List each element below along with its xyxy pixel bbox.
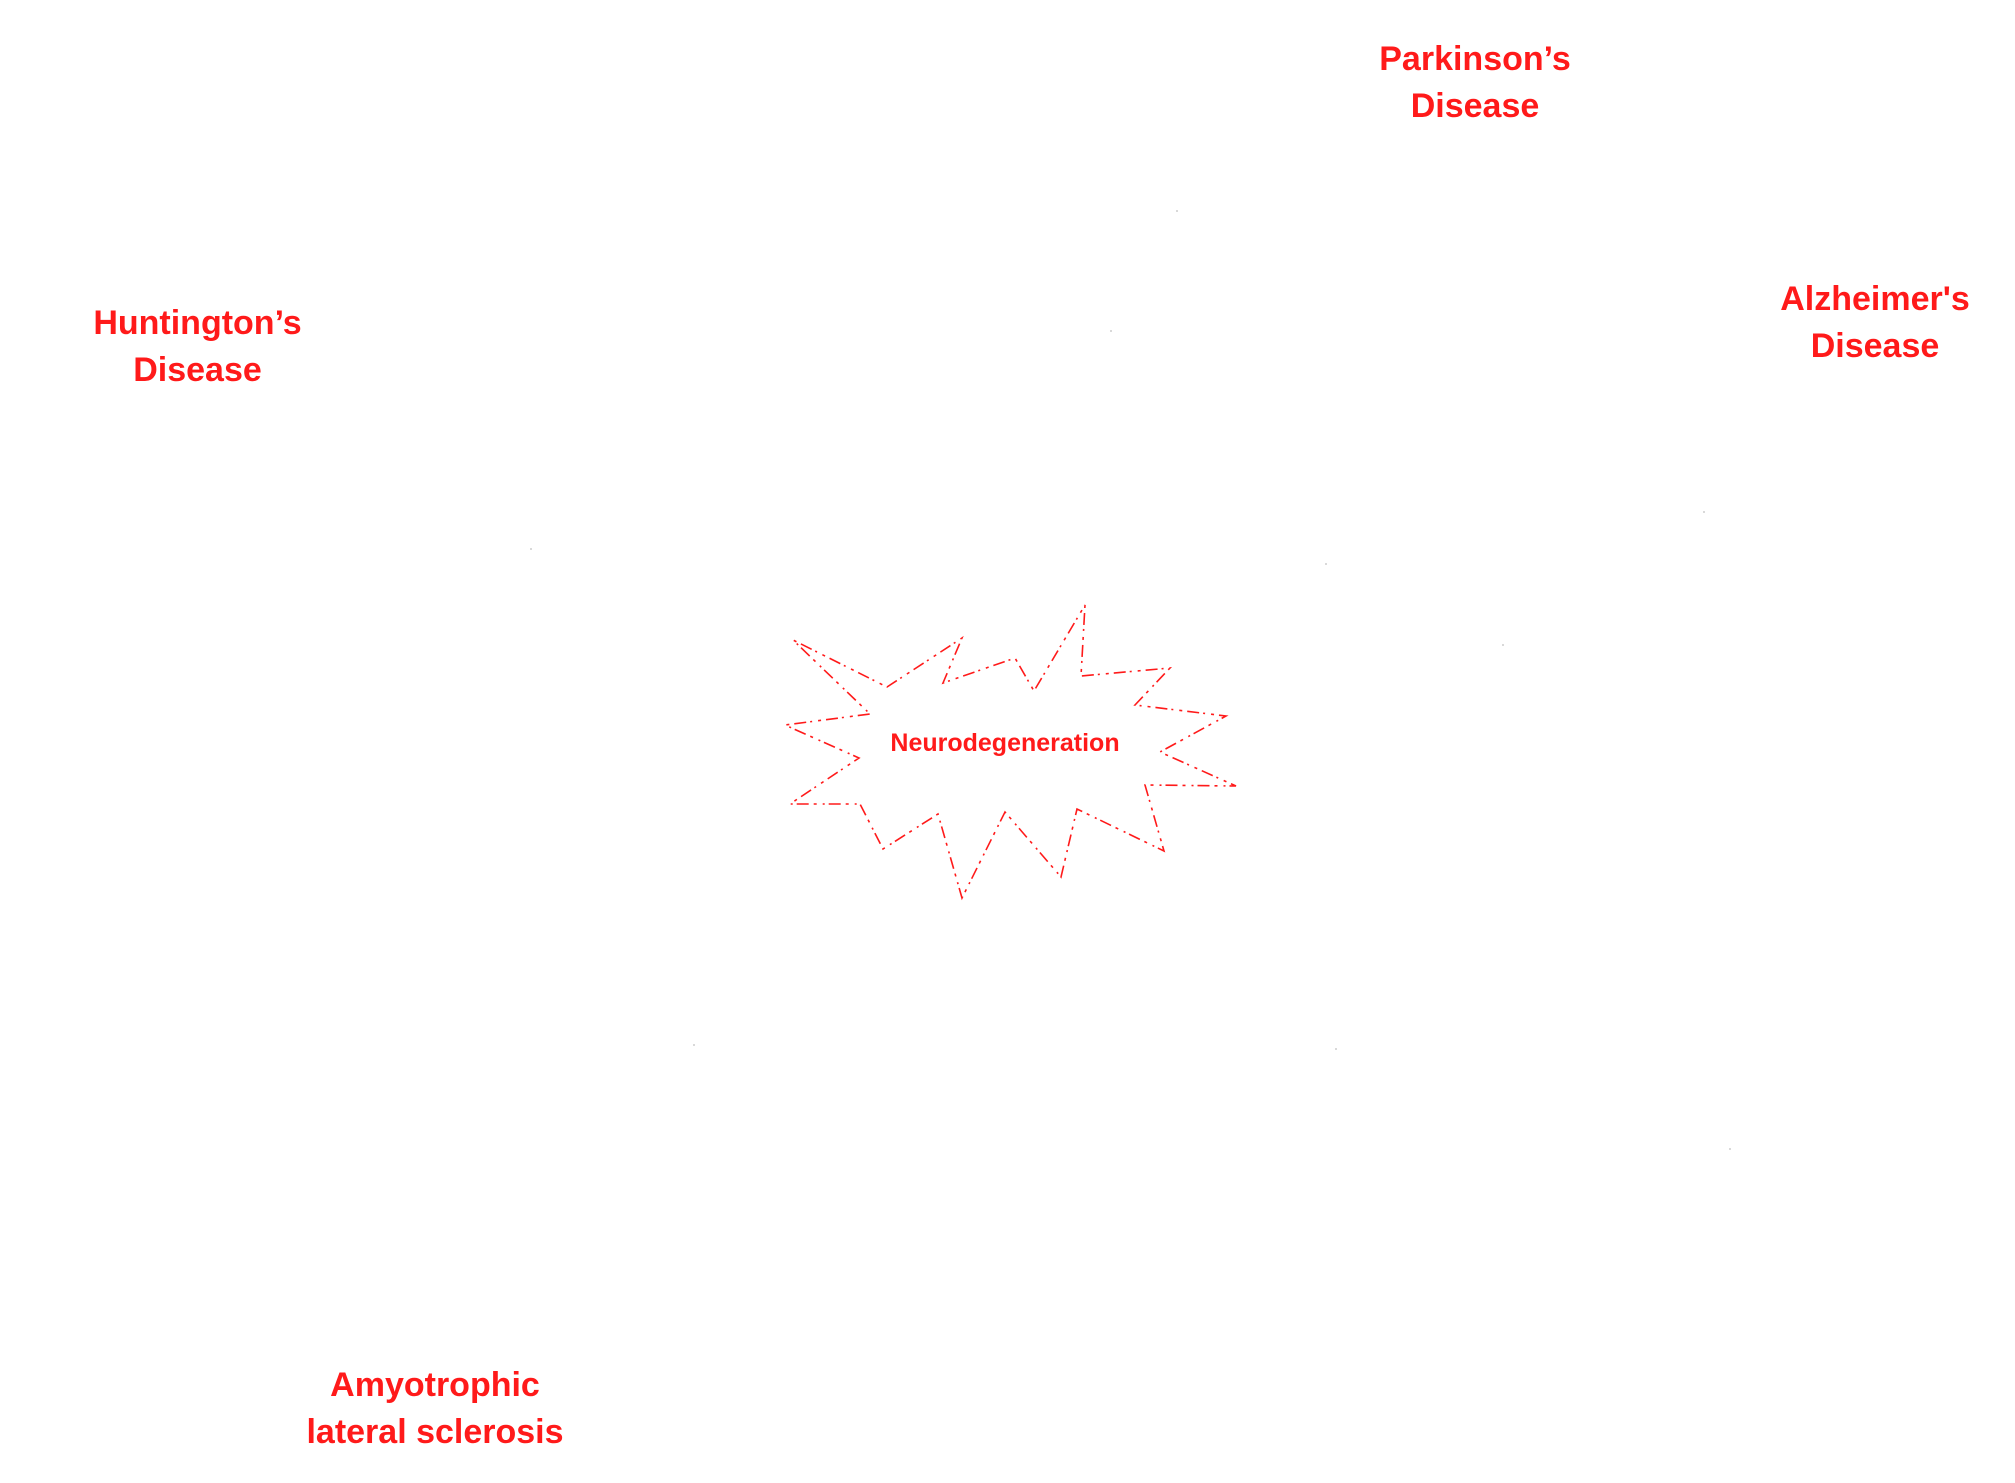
node-parkinsons-line-2: Disease — [1410, 87, 1540, 125]
node-alzheimers-line-2: Disease — [1810, 327, 1940, 365]
center-label-neurodegeneration: Neurodegeneration — [890, 729, 1120, 757]
node-huntingtons-line-1: Huntington’s — [93, 304, 302, 342]
node-huntingtons-line-2: Disease — [133, 351, 262, 389]
stray-dot — [1729, 1148, 1731, 1150]
node-huntingtons-disease: Huntington’s Disease — [55, 300, 340, 394]
node-alzheimers-disease: Alzheimer's Disease — [1740, 276, 2010, 370]
stray-dot — [1502, 644, 1504, 646]
stray-dot — [1176, 210, 1178, 212]
stray-dot — [530, 548, 532, 550]
node-parkinsons-line-1: Parkinson’s — [1379, 40, 1571, 78]
node-als-line-2: lateral sclerosis — [306, 1413, 564, 1451]
stray-dot — [1325, 563, 1327, 565]
stray-dot — [1110, 330, 1112, 332]
burst-outline — [782, 604, 1237, 901]
node-alzheimers-line-1: Alzheimer's — [1780, 280, 1970, 318]
stray-dot — [693, 1044, 695, 1046]
stray-dot — [1335, 1048, 1337, 1050]
node-parkinsons-disease: Parkinson’s Disease — [1335, 36, 1615, 130]
node-als-line-1: Amyotrophic — [330, 1366, 540, 1404]
node-amyotrophic-lateral-sclerosis: Amyotrophic lateral sclerosis — [265, 1362, 605, 1456]
stray-dot — [1703, 511, 1705, 513]
